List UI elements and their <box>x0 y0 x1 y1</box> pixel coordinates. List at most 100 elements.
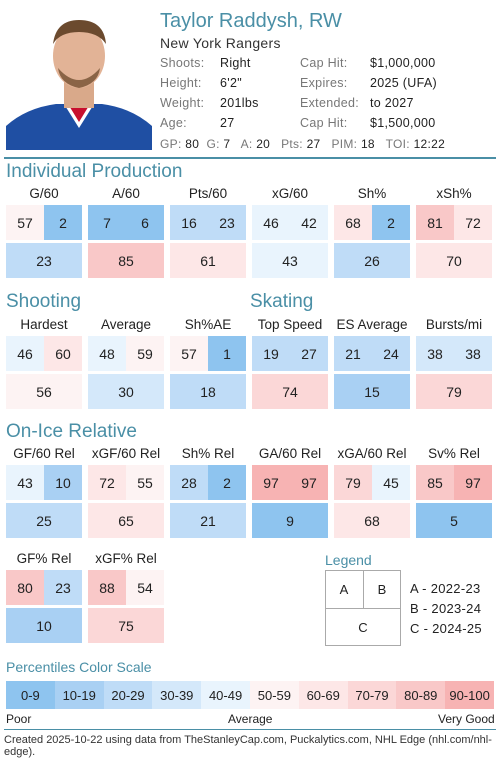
info-label: Extended: <box>300 96 359 110</box>
stat-cell-a: 68 <box>334 205 372 240</box>
stat-cell-a: 38 <box>416 336 454 371</box>
stat-cell-b: 72 <box>454 205 492 240</box>
stat-cell-a: 79 <box>334 465 372 500</box>
stat-cell-a: 28 <box>170 465 208 500</box>
footer-credit: Created 2025-10-22 using data from TheSt… <box>4 734 492 758</box>
pim-label: PIM: <box>331 137 358 151</box>
legend-line-b: B - 2023-24 <box>410 601 482 616</box>
g-label: G: <box>206 137 220 151</box>
stat-cell-b: 2 <box>372 205 410 240</box>
info-height: Height: 6'2" <box>160 76 242 90</box>
stat-header: xGA/60 Rel <box>337 446 407 461</box>
stat-cell-a: 48 <box>88 336 126 371</box>
stat-cell-a: 16 <box>170 205 208 240</box>
info-label: Weight: <box>160 96 205 110</box>
info-value: $1,000,000 <box>370 56 436 70</box>
stat-cell-b: 97 <box>454 465 492 500</box>
stat-cell-a: 85 <box>416 465 454 500</box>
stat-cell-b: 2 <box>208 465 246 500</box>
stat-cell-c: 79 <box>416 374 492 409</box>
info-cap-hit: Cap Hit: $1,000,000 <box>300 56 435 70</box>
stat-cell-c: 61 <box>170 243 246 278</box>
scale-very-good-label: Very Good <box>438 712 495 726</box>
info-label: Age: <box>160 116 187 130</box>
legend-title: Legend <box>325 552 372 568</box>
player-team: New York Rangers <box>160 35 281 51</box>
stat-header: xSh% <box>436 186 472 201</box>
stat-cell-c: 85 <box>88 243 164 278</box>
info-value: Right <box>220 56 251 70</box>
info-label: Cap Hit: <box>300 56 348 70</box>
info-value: 2025 (UFA) <box>370 76 437 90</box>
stat-cell-b: 45 <box>372 465 410 500</box>
info-value: $1,500,000 <box>370 116 436 130</box>
scale-cell: 0-9 <box>6 681 55 709</box>
stat-cell-a: 57 <box>6 205 44 240</box>
stat-header: G/60 <box>29 186 59 201</box>
info-label: Expires: <box>300 76 348 90</box>
stat-cell-b: 97 <box>290 465 328 500</box>
stat-cell-c: 68 <box>334 503 410 538</box>
stat-header: GF/60 Rel <box>13 446 75 461</box>
stat-header: Top Speed <box>257 317 323 332</box>
info-value: to 2027 <box>370 96 414 110</box>
stat-header: Average <box>100 317 152 332</box>
stat-header: Pts/60 <box>188 186 228 201</box>
stat-header: xGF% Rel <box>95 551 157 566</box>
legend-box-a: A <box>339 581 349 597</box>
section-shooting-title: Shooting <box>6 291 82 312</box>
section-skating-title: Skating <box>250 291 314 312</box>
stat-cell-c: 26 <box>334 243 410 278</box>
scale-cell: 70-79 <box>347 681 397 709</box>
a-value: 20 <box>256 137 271 151</box>
pts-label: Pts: <box>281 137 303 151</box>
stat-cell-a: 57 <box>170 336 208 371</box>
stat-cell-a: 81 <box>416 205 454 240</box>
pts-value: 27 <box>306 137 321 151</box>
stat-cell-b: 55 <box>126 465 164 500</box>
stat-cell-b: 38 <box>454 336 492 371</box>
scale-cell: 10-19 <box>54 681 104 709</box>
scale-cell: 20-29 <box>103 681 153 709</box>
stat-header: xG/60 <box>271 186 309 201</box>
section-onice-title: On-Ice Relative <box>6 421 137 442</box>
stat-cell-c: 25 <box>6 503 82 538</box>
stat-cell-c: 56 <box>6 374 82 409</box>
stat-cell-b: 59 <box>126 336 164 371</box>
legend-divider-h <box>325 608 401 609</box>
stat-cell-a: 7 <box>88 205 126 240</box>
stat-cell-b: 23 <box>208 205 246 240</box>
stat-cell-c: 65 <box>88 503 164 538</box>
stat-header: Bursts/mi <box>425 317 483 332</box>
stat-header: ES Average <box>336 317 408 332</box>
scale-cell: 50-59 <box>250 681 299 709</box>
stat-cell-c: 23 <box>6 243 82 278</box>
scale-cell: 90-100 <box>445 681 494 709</box>
stat-cell-b: 23 <box>44 570 82 605</box>
info-extended: Extended: to 2027 <box>300 96 414 110</box>
stat-cell-b: 54 <box>126 570 164 605</box>
stat-cell-b: 10 <box>44 465 82 500</box>
stat-cell-a: 80 <box>6 570 44 605</box>
season-stats-line: GP: 80 G: 7 A: 20 Pts: 27 PIM: 18 TOI: 1… <box>160 137 445 151</box>
footer-divider <box>4 729 496 730</box>
stat-header: A/60 <box>112 186 140 201</box>
info-weight: Weight: 201lbs <box>160 96 258 110</box>
info-label: Height: <box>160 76 202 90</box>
pim-value: 18 <box>360 137 375 151</box>
stat-cell-a: 43 <box>6 465 44 500</box>
scale-cell: 60-69 <box>298 681 348 709</box>
stat-header: Sh% <box>357 186 387 201</box>
info-new-cap-hit: Cap Hit: $1,500,000 <box>300 116 435 130</box>
stat-cell-a: 88 <box>88 570 126 605</box>
stat-header: Sv% Rel <box>428 446 480 461</box>
stat-cell-b: 27 <box>290 336 328 371</box>
stat-cell-c: 10 <box>6 608 82 643</box>
a-label: A: <box>240 137 253 151</box>
stat-cell-a: 72 <box>88 465 126 500</box>
legend-box-b: B <box>377 581 387 597</box>
section-individual-title: Individual Production <box>6 161 183 182</box>
info-label: Shoots: <box>160 56 205 70</box>
stat-header: GA/60 Rel <box>258 446 322 461</box>
stat-cell-b: 2 <box>44 205 82 240</box>
